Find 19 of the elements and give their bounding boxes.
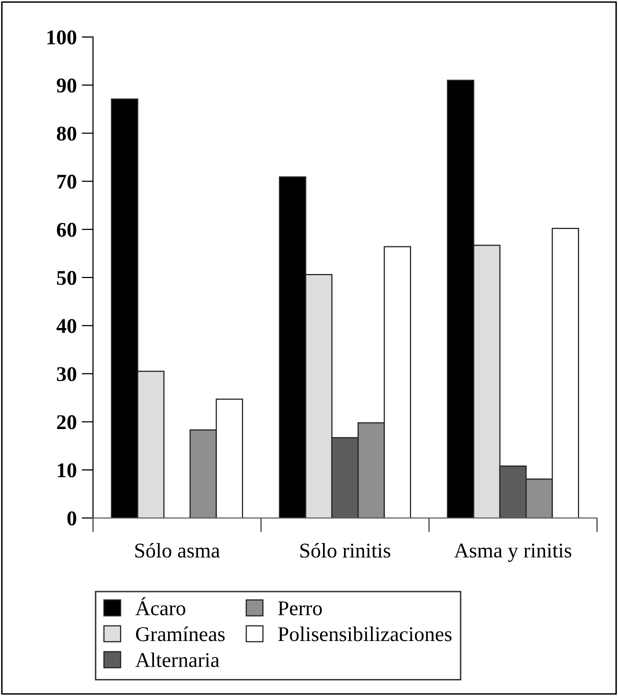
y-tick-label: 0 — [67, 511, 76, 526]
y-tick-label: 40 — [56, 318, 76, 334]
legend-label: Alternaria — [135, 652, 220, 668]
y-tick-label: 80 — [56, 126, 76, 141]
legend-label: Gramíneas — [136, 626, 225, 642]
x-tick-label: Asma y rinitis — [454, 544, 572, 562]
y-tick-label: 70 — [57, 174, 76, 189]
y-tick-label: 30 — [56, 367, 76, 382]
x-tick-label: Sólo asma — [135, 542, 220, 558]
y-tick-label: 60 — [56, 222, 76, 237]
x-tick-label: Sólo rinitis — [300, 542, 390, 558]
y-tick-label: 10 — [58, 463, 76, 478]
y-tick-label: 100 — [47, 30, 76, 44]
y-tick-label: 90 — [56, 78, 76, 93]
legend-label: Ácaro — [135, 597, 186, 616]
y-tick-label: 20 — [57, 415, 76, 430]
y-tick-label: 50 — [57, 270, 76, 285]
legend-label: Polisensibilizaciones — [278, 626, 452, 642]
legend-label: Perro — [278, 601, 322, 616]
